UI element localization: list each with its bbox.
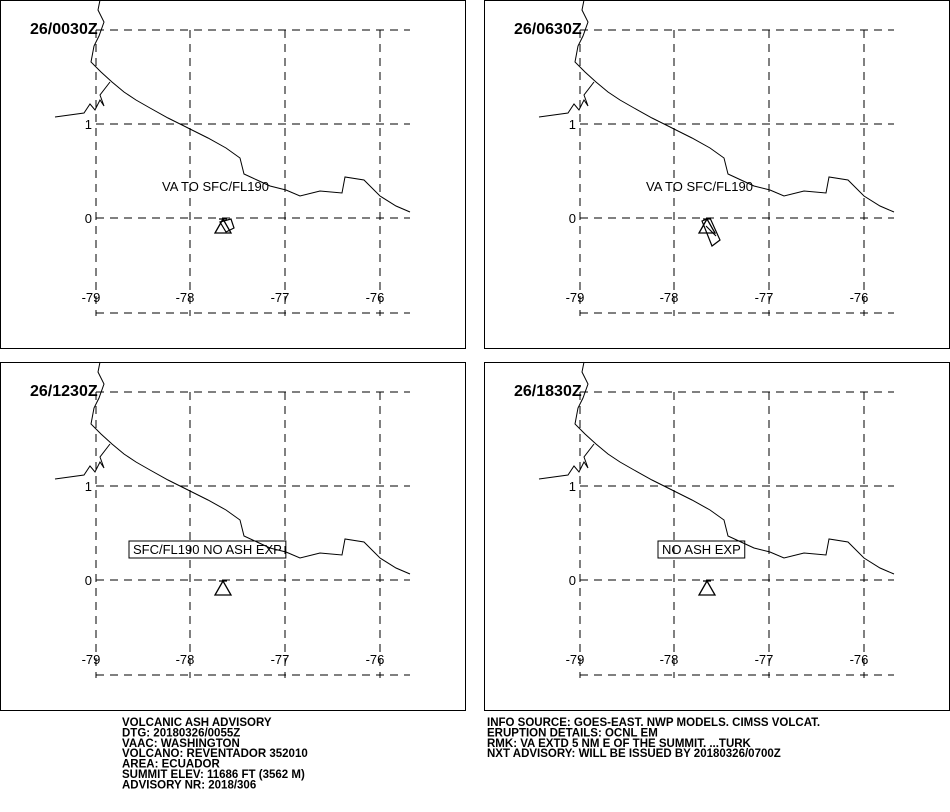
- lon-label: -77: [755, 652, 774, 667]
- lat-label: 0: [85, 573, 92, 588]
- volcano-symbol: [213, 217, 233, 234]
- lon-label: -78: [176, 290, 195, 305]
- forecast-annotation: NO ASH EXP: [662, 542, 741, 557]
- lon-label: -77: [271, 290, 290, 305]
- lon-label: -79: [566, 652, 585, 667]
- advisory-line: VOLCANO: REVENTADOR 352010: [122, 748, 308, 760]
- advisory-line: VOLCANIC ASH ADVISORY: [122, 717, 272, 729]
- lon-label: -78: [176, 652, 195, 667]
- map-panel: 1 0 -79 -78 -77 -76 26/1230Z SFC/FL190 NO ASH E…: [0, 361, 466, 711]
- lat-label: 0: [569, 573, 576, 588]
- volcano-symbol: [213, 579, 233, 596]
- advisory-line: NXT ADVISORY: WILL BE ISSUED BY 20180326…: [487, 748, 781, 760]
- coastline: [538, 361, 895, 575]
- forecast-annotation: VA TO SFC/FL190: [646, 179, 753, 194]
- coastline: [54, 361, 411, 575]
- lon-label: -79: [82, 290, 101, 305]
- annotation-box: [657, 540, 746, 559]
- panel-time: 26/0630Z: [514, 21, 582, 38]
- lat-label: 0: [569, 211, 576, 226]
- advisory-line: VAAC: WASHINGTON: [122, 738, 240, 750]
- lon-label: -78: [660, 290, 679, 305]
- advisory-line: SUMMIT ELEV: 11686 FT (3562 M): [122, 769, 305, 781]
- ash-area: [701, 217, 721, 247]
- advisory-line: ERUPTION DETAILS: OCNL EM: [487, 727, 658, 739]
- lat-label: 1: [85, 117, 92, 132]
- coastline: [54, 0, 411, 213]
- volcano-symbol: [697, 579, 717, 596]
- lon-label: -76: [366, 290, 385, 305]
- ash-area: [219, 218, 235, 233]
- lon-label: -77: [271, 652, 290, 667]
- panel-time: 26/0030Z: [30, 21, 98, 38]
- advisory-line: INFO SOURCE: GOES-EAST. NWP MODELS. CIMS…: [487, 717, 820, 729]
- advisory-line: DTG: 20180326/0055Z: [122, 727, 240, 739]
- panel-time: 26/1830Z: [514, 383, 582, 400]
- lon-label: -79: [566, 290, 585, 305]
- forecast-annotation: VA TO SFC/FL190: [162, 179, 269, 194]
- coastline: [538, 0, 895, 213]
- lon-label: -76: [850, 290, 869, 305]
- panel-frame: [0, 362, 466, 711]
- map-panel: 1 0 -79 -78 -77 -76 26/0630Z VA TO SFC/FL190: [484, 0, 950, 349]
- panel-frame: [0, 0, 466, 349]
- lon-label: -76: [366, 652, 385, 667]
- forecast-annotation: SFC/FL190 NO ASH EXP: [133, 542, 282, 557]
- advisory-line: ADVISORY NR: 2018/306: [122, 779, 256, 791]
- advisory-line: RMK: VA EXTD 5 NM E OF THE SUMMIT. ...TU…: [487, 738, 752, 750]
- lon-label: -76: [850, 652, 869, 667]
- lon-label: -77: [755, 290, 774, 305]
- lat-label: 1: [85, 479, 92, 494]
- lat-label: 1: [569, 479, 576, 494]
- advisory-line: AREA: ECUADOR: [122, 759, 220, 771]
- panel-time: 26/1230Z: [30, 383, 98, 400]
- panel-frame: [484, 0, 950, 349]
- annotation-box: [128, 540, 287, 559]
- lat-label: 1: [569, 117, 576, 132]
- lon-label: -79: [82, 652, 101, 667]
- panel-frame: [484, 362, 950, 711]
- lon-label: -78: [660, 652, 679, 667]
- map-panel: 1 0 -79 -78 -77 -76 26/1830Z NO ASH EXP: [484, 361, 950, 711]
- lat-label: 0: [85, 211, 92, 226]
- map-panel: 1 0 -79 -78 -77 -76 26/0030Z VA TO SFC/FL190: [0, 0, 466, 349]
